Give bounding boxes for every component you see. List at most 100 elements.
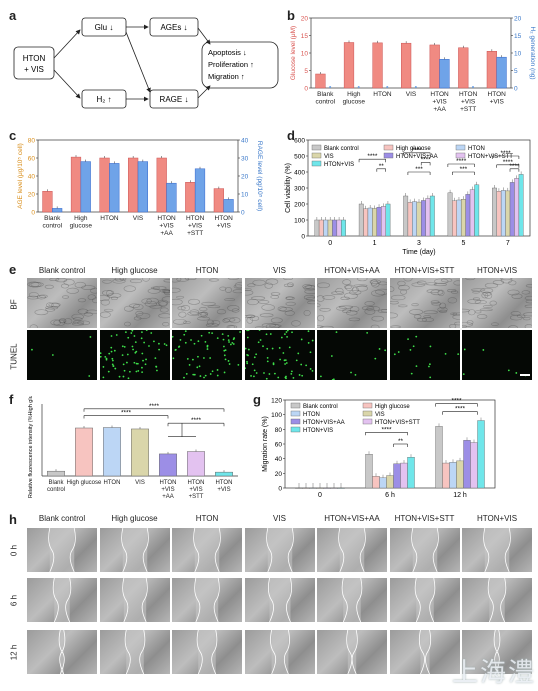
bf-cell: [479, 308, 493, 312]
bf-cell: [222, 318, 230, 323]
tunel-dot: [99, 355, 102, 358]
sig-label-0: ****: [149, 403, 160, 410]
x-tick-label-4-line-2: +AA: [433, 106, 446, 113]
bf-cell: [60, 283, 69, 289]
bf-cell: [523, 312, 532, 317]
tunel-dot: [251, 363, 254, 366]
tunel-dot: [184, 341, 187, 344]
bar-series1-2: [99, 157, 110, 213]
bf-cell: [205, 323, 219, 328]
bf-cell: [159, 289, 170, 293]
bf-cell: [422, 310, 438, 315]
bf-cell: [303, 309, 311, 316]
scratch-gap: [415, 578, 434, 622]
tunel-dot: [197, 340, 200, 343]
scratch-gap: [125, 630, 144, 674]
bar-2-1: [367, 207, 373, 237]
tunel-dot: [184, 330, 187, 333]
bf-cell: [371, 315, 384, 322]
bar-3-4: [505, 190, 511, 237]
bf-cell: [233, 284, 242, 289]
tunel-dot: [262, 372, 265, 374]
scratch-edge-right: [141, 578, 148, 622]
tunel-dot: [415, 365, 417, 368]
bf-cell: [317, 314, 325, 322]
scratch-edge-left: [346, 630, 353, 674]
bf-cell: [462, 308, 470, 313]
bf-cell: [433, 282, 447, 287]
bf-cell: [466, 320, 474, 325]
bf-cell: [66, 287, 79, 294]
bar-series1-0: [42, 191, 53, 213]
tunel-dot: [172, 335, 174, 338]
bf-cell: [507, 289, 520, 296]
scratch-edge-right: [213, 578, 220, 622]
tunel-dot: [223, 354, 226, 357]
x-tick-label-1-line-0: High: [347, 91, 361, 98]
y-tick-label: 100: [271, 412, 282, 419]
scratch-edge-left: [483, 528, 490, 572]
bf-cell: [450, 290, 458, 294]
tunel-dot: [227, 360, 230, 362]
bar-0-2: [403, 195, 409, 237]
outcome-migration: Migration ↑: [208, 72, 245, 81]
tunel-dot: [110, 350, 112, 353]
tunel-dot: [110, 357, 113, 360]
legend-label-5: HTON+VIS+STT: [375, 420, 420, 426]
tunel-dot: [245, 360, 248, 363]
bar-5-0: [330, 487, 338, 489]
bf-cell: [319, 308, 331, 312]
x-tick-label-6-line-1: +VIS: [217, 487, 230, 493]
bf-cell: [421, 317, 434, 323]
bf-cell: [366, 306, 381, 312]
tunel-dot: [192, 358, 194, 361]
legend-swatch-1: [362, 402, 373, 409]
tunel-dot: [174, 348, 177, 351]
legend-label-6: HTON+VIS: [303, 428, 333, 434]
tunel-dot: [107, 352, 110, 355]
bf-cell: [133, 316, 141, 321]
bf-cell: [176, 295, 185, 299]
bf-texture-3: [244, 278, 315, 328]
tunel-dot: [193, 342, 196, 345]
panel-letter-c: c: [9, 128, 17, 143]
bf-cell: [525, 299, 532, 304]
bf-cell: [63, 318, 73, 325]
bar-0-1: [358, 203, 364, 237]
x-tick-label-4: 7: [506, 240, 510, 247]
bf-image-1: [99, 278, 170, 328]
bar-0-3: [447, 192, 453, 237]
tunel-dot: [209, 357, 212, 359]
bf-cell: [144, 300, 157, 307]
bf-cell: [148, 304, 162, 309]
bf-cell: [163, 290, 170, 296]
bf-cell: [447, 297, 457, 304]
bf-cell: [50, 319, 62, 326]
tunel-dot: [227, 334, 230, 337]
x-tick-label-1: 6 h: [385, 492, 395, 499]
tunel-dot: [309, 351, 311, 354]
bar-2: [103, 427, 121, 477]
tunel-dot: [300, 338, 303, 341]
bar-series1-0: [315, 73, 326, 89]
bf-cell: [290, 320, 301, 327]
bf-texture-5: [389, 278, 460, 328]
legend-label-3: VIS: [324, 154, 334, 160]
scratch-edge-left: [265, 528, 272, 572]
scratch-gap: [484, 528, 510, 572]
scratch-gap: [194, 528, 220, 572]
tunel-dot: [140, 337, 143, 340]
bf-cell: [226, 324, 235, 328]
tunel-dot: [196, 366, 199, 369]
bf-cell: [45, 305, 59, 310]
bf-cell: [265, 323, 280, 328]
bf-cell: [158, 301, 167, 307]
x-tick-label-3-line-0: VIS: [133, 215, 144, 222]
bf-cell: [44, 284, 54, 289]
scratch-edge-right: [424, 630, 431, 674]
bf-texture-6: [462, 278, 532, 328]
bf-cell: [472, 290, 480, 294]
bar-series2-zero-5: [472, 86, 474, 88]
x-tick-label-5-line-1: +VIS: [188, 223, 203, 230]
bf-cell: [346, 310, 358, 316]
